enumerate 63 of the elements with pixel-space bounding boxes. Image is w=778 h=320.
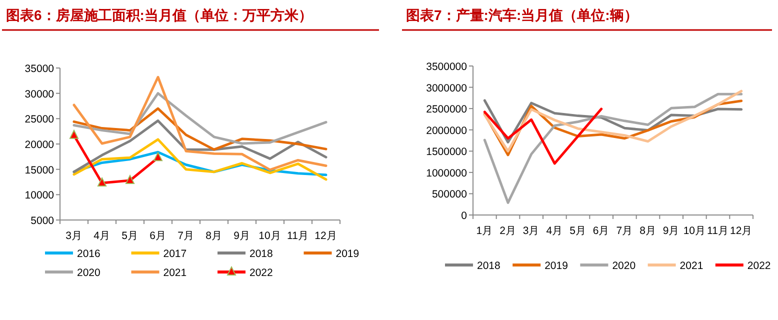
y-tick-label: 15000	[24, 164, 54, 176]
x-tick-label: 8月	[206, 230, 222, 242]
x-tick-label: 11月	[707, 225, 729, 237]
point	[98, 178, 106, 187]
line-series	[72, 107, 328, 151]
y-tick-label: 30000	[24, 88, 54, 100]
x-tick-label: 2月	[500, 225, 516, 237]
legend-label: 2017	[163, 248, 187, 260]
x-tick-label: 7月	[178, 230, 194, 242]
x-tick-label: 4月	[546, 225, 564, 237]
x-tick-label: 3月	[66, 230, 82, 242]
y-tick-label: 35000	[24, 63, 54, 75]
y-tick-label: 1000000	[426, 167, 468, 180]
y-tick-label: 3000000	[426, 82, 468, 94]
y-tick-label: 20000	[24, 139, 54, 151]
legend-label: 2016	[77, 248, 101, 260]
x-tick-label: 5月	[570, 225, 586, 237]
x-tick-label: 9月	[662, 225, 680, 237]
legend-label: 2019	[544, 260, 568, 272]
legend-label: 2022	[250, 267, 274, 279]
x-tick-label: 1月	[476, 225, 494, 237]
line-series	[72, 138, 328, 181]
legend-label: 2021	[680, 260, 704, 272]
y-tick-label: 0	[461, 210, 468, 222]
line-series	[483, 90, 743, 152]
line-series	[72, 119, 328, 174]
y-tick-label: 2500000	[426, 104, 468, 116]
line-series	[72, 76, 328, 172]
line-series	[483, 108, 603, 165]
y-tick-label: 10000	[24, 190, 54, 202]
legend-label: 2021	[163, 267, 187, 279]
x-tick-label: 12月	[314, 230, 338, 242]
legend-label: 2018	[477, 260, 501, 272]
point	[70, 130, 78, 139]
chart-title: 图表7：产量:汽车:当月值（单位:辆）	[406, 7, 638, 23]
x-tick-label: 3月	[522, 225, 540, 237]
x-tick-label: 5月	[122, 230, 138, 242]
line-series	[483, 92, 743, 204]
x-tick-label: 11月	[287, 230, 309, 242]
x-tick-label: 10月	[683, 225, 706, 237]
point	[126, 174, 134, 184]
x-tick-label: 9月	[234, 230, 250, 242]
y-tick-label: 500000	[432, 188, 468, 201]
x-tick-label: 6月	[592, 225, 610, 237]
y-tick-label: 25000	[24, 114, 54, 126]
x-tick-label: 12月	[730, 225, 753, 237]
point	[154, 152, 162, 162]
x-tick-label: 8月	[640, 225, 656, 237]
line-series	[72, 92, 328, 145]
y-tick-label: 5000	[30, 215, 54, 227]
chart-title: 图表6：房屋施工面积:当月值（单位：万平方米）	[6, 7, 312, 23]
x-tick-label: 10月	[258, 230, 282, 242]
y-tick-label: 3500000	[426, 61, 468, 73]
x-tick-label: 4月	[94, 230, 110, 242]
x-tick-label: 7月	[616, 225, 634, 237]
legend-label: 2022	[747, 260, 771, 272]
legend-label: 2019	[336, 248, 360, 260]
x-tick-label: 6月	[150, 230, 166, 242]
y-tick-label: 2000000	[426, 124, 468, 137]
legend-label: 2020	[612, 260, 636, 272]
legend-label: 2018	[250, 248, 274, 260]
y-tick-label: 1500000	[426, 146, 468, 158]
legend-label: 2020	[77, 267, 101, 279]
